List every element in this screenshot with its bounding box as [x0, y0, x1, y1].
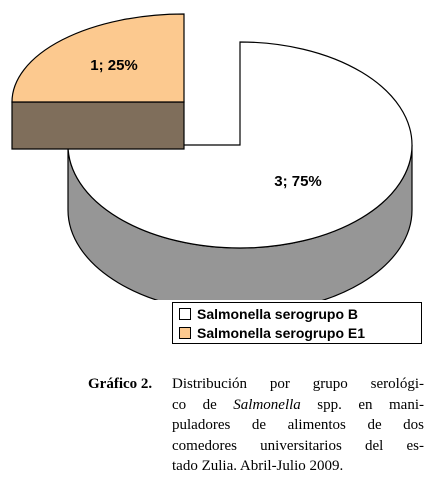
caption-label: Gráfico 2.	[88, 376, 153, 392]
legend-label-serogrupo-b: Salmonella serogrupo B	[197, 306, 359, 322]
slice-serogrupo-e1	[11, 13, 185, 103]
legend-label-serogrupo-e1: Salmonella serogrupo E1	[197, 325, 366, 341]
legend-swatch-serogrupo-b	[179, 308, 191, 320]
legend-swatch-serogrupo-e1	[179, 327, 191, 339]
caption-line: tado Zulia. Abril-Julio 2009.	[172, 458, 344, 474]
caption-line: co de Salmonella spp. en mani-	[172, 396, 424, 413]
data-label-serogrupo-e1: 1; 25%	[90, 57, 138, 74]
legend-item: Salmonella serogrupo B	[179, 305, 358, 323]
caption-text: Distribución por grupo serológi-co de Sa…	[172, 374, 424, 477]
legend: Salmonella serogrupo B Salmonella serogr…	[172, 302, 422, 344]
caption-line: Distribución por grupo serológi-	[172, 376, 424, 392]
caption-line: comedores universitarios del es-	[172, 437, 424, 454]
caption-line: puladores de alimentos de dos	[172, 417, 424, 433]
slice-serogrupo-b	[67, 41, 413, 249]
data-label-serogrupo-b: 3; 75%	[274, 173, 322, 190]
pie-chart: 3; 75% 1; 25%	[11, 13, 413, 300]
slice-side-serogrupo-e1	[11, 101, 185, 150]
legend-item: Salmonella serogrupo E1	[179, 324, 365, 342]
